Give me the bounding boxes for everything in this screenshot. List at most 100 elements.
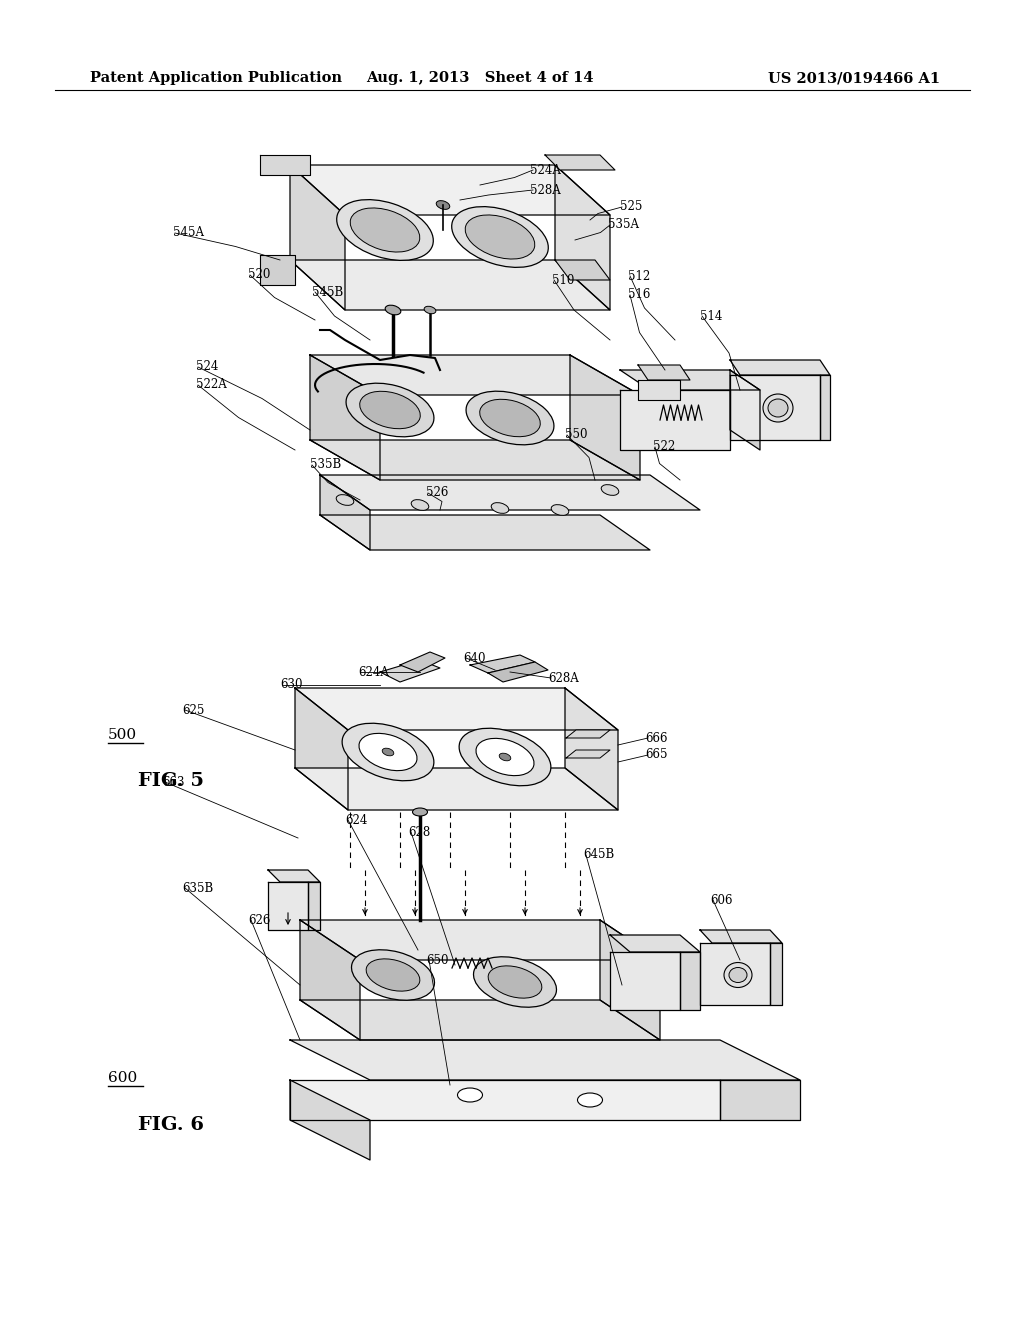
Text: 624A: 624A bbox=[358, 665, 389, 678]
Text: 635B: 635B bbox=[182, 882, 213, 895]
Ellipse shape bbox=[601, 484, 618, 495]
Text: 528A: 528A bbox=[530, 183, 561, 197]
Text: 514: 514 bbox=[700, 309, 722, 322]
Text: 645B: 645B bbox=[583, 849, 614, 862]
Text: 500: 500 bbox=[108, 729, 136, 742]
Polygon shape bbox=[310, 355, 640, 395]
Ellipse shape bbox=[346, 383, 434, 437]
Ellipse shape bbox=[359, 734, 417, 771]
Polygon shape bbox=[730, 370, 760, 450]
Polygon shape bbox=[565, 688, 618, 810]
Text: 524: 524 bbox=[196, 360, 218, 374]
Text: 545A: 545A bbox=[173, 227, 204, 239]
Polygon shape bbox=[310, 440, 640, 480]
Polygon shape bbox=[600, 920, 660, 1040]
Polygon shape bbox=[700, 931, 782, 942]
Polygon shape bbox=[295, 688, 348, 810]
Polygon shape bbox=[319, 475, 700, 510]
Text: Patent Application Publication: Patent Application Publication bbox=[90, 71, 342, 84]
Polygon shape bbox=[268, 870, 319, 882]
Text: FIG. 5: FIG. 5 bbox=[138, 772, 204, 791]
Text: 650: 650 bbox=[426, 953, 449, 966]
Text: 665: 665 bbox=[645, 748, 668, 762]
Ellipse shape bbox=[458, 1088, 482, 1102]
Text: 626: 626 bbox=[248, 913, 270, 927]
Ellipse shape bbox=[452, 207, 548, 268]
Polygon shape bbox=[308, 882, 319, 931]
Polygon shape bbox=[555, 260, 610, 280]
Polygon shape bbox=[638, 380, 680, 400]
Polygon shape bbox=[470, 655, 535, 673]
Text: 630: 630 bbox=[280, 678, 302, 692]
Ellipse shape bbox=[350, 209, 420, 252]
Polygon shape bbox=[555, 165, 610, 310]
Text: 663: 663 bbox=[162, 776, 184, 788]
Polygon shape bbox=[319, 475, 370, 550]
Polygon shape bbox=[570, 355, 640, 480]
Ellipse shape bbox=[476, 738, 534, 776]
Text: FIG. 6: FIG. 6 bbox=[138, 1115, 204, 1134]
Ellipse shape bbox=[385, 305, 400, 314]
Text: 522A: 522A bbox=[196, 379, 226, 392]
Text: 526: 526 bbox=[426, 487, 449, 499]
Ellipse shape bbox=[473, 957, 556, 1007]
Ellipse shape bbox=[367, 958, 420, 991]
Polygon shape bbox=[638, 366, 690, 380]
Polygon shape bbox=[620, 370, 760, 389]
Ellipse shape bbox=[351, 950, 434, 1001]
Ellipse shape bbox=[492, 503, 509, 513]
Polygon shape bbox=[700, 942, 770, 1005]
Ellipse shape bbox=[724, 962, 752, 987]
Polygon shape bbox=[290, 165, 345, 310]
Ellipse shape bbox=[436, 201, 450, 210]
Polygon shape bbox=[620, 389, 730, 450]
Text: 512: 512 bbox=[628, 269, 650, 282]
Text: 545B: 545B bbox=[312, 285, 343, 298]
Text: 525: 525 bbox=[620, 201, 642, 214]
Text: Aug. 1, 2013   Sheet 4 of 14: Aug. 1, 2013 Sheet 4 of 14 bbox=[367, 71, 594, 84]
Text: 628A: 628A bbox=[548, 672, 579, 685]
Text: 550: 550 bbox=[565, 429, 588, 441]
Polygon shape bbox=[610, 952, 680, 1010]
Ellipse shape bbox=[337, 199, 433, 260]
Text: 535B: 535B bbox=[310, 458, 341, 471]
Ellipse shape bbox=[763, 393, 793, 422]
Polygon shape bbox=[820, 375, 830, 440]
Text: 522: 522 bbox=[653, 441, 675, 454]
Polygon shape bbox=[319, 515, 650, 550]
Ellipse shape bbox=[336, 495, 353, 506]
Polygon shape bbox=[730, 360, 830, 375]
Polygon shape bbox=[720, 1080, 800, 1119]
Ellipse shape bbox=[412, 500, 429, 511]
Ellipse shape bbox=[359, 391, 420, 429]
Polygon shape bbox=[290, 1080, 370, 1160]
Polygon shape bbox=[295, 768, 618, 810]
Polygon shape bbox=[380, 660, 440, 682]
Ellipse shape bbox=[413, 808, 427, 816]
Ellipse shape bbox=[465, 215, 535, 259]
Polygon shape bbox=[290, 1080, 720, 1119]
Polygon shape bbox=[400, 652, 445, 672]
Polygon shape bbox=[290, 165, 610, 215]
Polygon shape bbox=[290, 260, 610, 310]
Text: 600: 600 bbox=[108, 1072, 137, 1085]
Text: 520: 520 bbox=[248, 268, 270, 281]
Text: 624: 624 bbox=[345, 813, 368, 826]
Polygon shape bbox=[300, 920, 360, 1040]
Polygon shape bbox=[295, 688, 618, 730]
Text: 535A: 535A bbox=[608, 219, 639, 231]
Polygon shape bbox=[566, 750, 610, 758]
Ellipse shape bbox=[578, 1093, 602, 1107]
Text: 628: 628 bbox=[408, 825, 430, 838]
Ellipse shape bbox=[342, 723, 434, 780]
Ellipse shape bbox=[459, 729, 551, 785]
Polygon shape bbox=[730, 375, 820, 440]
Polygon shape bbox=[488, 663, 548, 682]
Ellipse shape bbox=[768, 399, 788, 417]
Text: 625: 625 bbox=[182, 704, 205, 717]
Text: US 2013/0194466 A1: US 2013/0194466 A1 bbox=[768, 71, 940, 84]
Ellipse shape bbox=[729, 968, 746, 982]
Text: 510: 510 bbox=[552, 273, 574, 286]
Polygon shape bbox=[610, 935, 700, 952]
Text: 524A: 524A bbox=[530, 164, 561, 177]
